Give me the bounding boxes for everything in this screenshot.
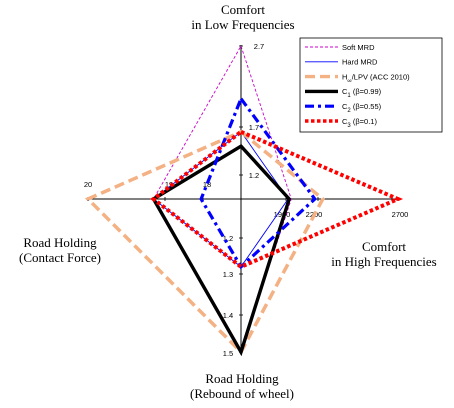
tick-label-bottom: 1.3 bbox=[223, 270, 233, 279]
axis-title-right: in High Frequencies bbox=[331, 254, 436, 269]
legend-box bbox=[299, 37, 443, 133]
legend-label-4: C1 (β=0.99) bbox=[342, 87, 382, 99]
axis-title-right: Comfort bbox=[362, 239, 406, 254]
axis-title-top: Comfort bbox=[221, 2, 265, 17]
axis-title-bottom: Road Holding bbox=[205, 371, 279, 386]
tick-label-top: 2.7 bbox=[254, 42, 264, 51]
axes-layer bbox=[88, 45, 398, 353]
tick-label-left: 19 bbox=[165, 180, 173, 189]
tick-label-right: 2700 bbox=[392, 210, 409, 219]
legend-label-6: C3 (β=0.1) bbox=[342, 117, 377, 129]
series-polygon-6 bbox=[150, 129, 404, 270]
tick-label-bottom: 1.2 bbox=[223, 234, 233, 243]
axis-title-top: in Low Frequencies bbox=[191, 17, 294, 32]
legend-label-1: Soft MRD bbox=[342, 43, 375, 52]
tick-label-top: 1.7 bbox=[249, 123, 259, 132]
axis-title-bottom: (Rebound of wheel) bbox=[190, 386, 294, 401]
tick-label-left: 20 bbox=[84, 180, 92, 189]
series-polygon-5 bbox=[199, 95, 317, 270]
legend: Soft MRD Hard MRD H∞/LPV (ACC 2010) C1 (β=0… bbox=[299, 37, 443, 133]
axis-title-left: Road Holding bbox=[23, 235, 97, 250]
axis-title-left: (Contact Force) bbox=[19, 250, 101, 265]
series-polygon-3 bbox=[84, 129, 326, 355]
tick-label-top: 1.2 bbox=[249, 171, 259, 180]
series-polygon-4 bbox=[151, 144, 292, 357]
legend-label-3: H∞/LPV (ACC 2010) bbox=[342, 72, 410, 84]
tick-label-right: 1900 bbox=[274, 210, 291, 219]
tick-label-left: 18 bbox=[203, 180, 211, 189]
series-layer bbox=[84, 44, 404, 357]
legend-label-5: C2 (β=0.55) bbox=[342, 102, 382, 114]
tick-label-bottom: 1.5 bbox=[223, 349, 233, 358]
legend-label-2: Hard MRD bbox=[342, 58, 378, 67]
tick-label-bottom: 1.4 bbox=[223, 311, 233, 320]
